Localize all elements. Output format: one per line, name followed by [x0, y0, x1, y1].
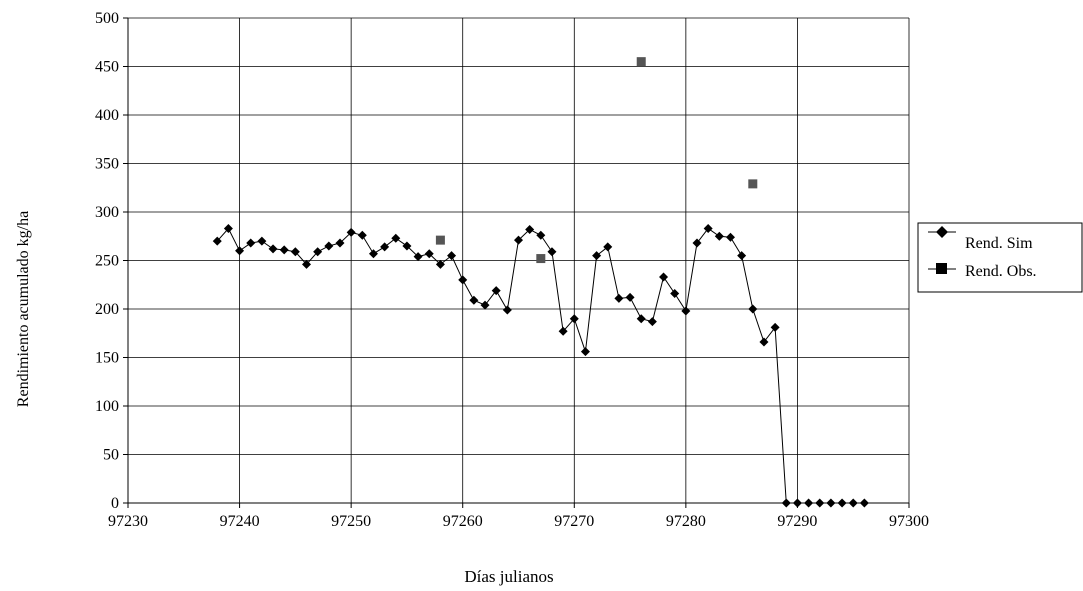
y-tick-label: 200: [95, 301, 119, 318]
data-point-rend-sim: [670, 288, 680, 298]
data-point-rend-sim: [792, 498, 802, 508]
data-point-rend-sim: [848, 498, 858, 508]
y-tick-label: 50: [103, 447, 119, 464]
data-point-rend-sim: [536, 230, 546, 240]
data-point-rend-sim: [558, 326, 568, 336]
data-point-rend-sim: [525, 224, 535, 234]
data-point-rend-sim: [804, 498, 814, 508]
data-point-rend-sim: [302, 259, 312, 269]
data-point-rend-sim: [659, 272, 669, 282]
series-layer: [212, 57, 869, 508]
y-tick-label: 350: [95, 156, 119, 173]
data-point-rend-sim: [703, 223, 713, 233]
data-point-rend-sim: [514, 235, 523, 245]
data-point-rend-sim: [837, 498, 847, 508]
x-tick-label: 97280: [666, 513, 706, 530]
data-point-rend-sim: [502, 305, 512, 315]
legend-marker-rend-sim: [936, 226, 948, 238]
legend: Rend. Sim Rend. Obs.: [917, 222, 1083, 293]
x-tick-label: 97290: [777, 513, 817, 530]
legend-marker-rend-obs: [936, 263, 947, 274]
data-point-rend-sim: [647, 317, 657, 327]
data-point-rend-sim: [424, 249, 434, 259]
y-tick-label: 500: [95, 10, 119, 27]
y-axis-label: Rendimiento acumulado kg/ha: [15, 211, 32, 407]
data-point-rend-sim: [491, 286, 501, 296]
data-point-rend-sim: [603, 242, 613, 252]
data-point-rend-sim: [748, 304, 758, 314]
data-point-rend-sim: [815, 498, 825, 508]
data-point-rend-obs: [636, 57, 646, 67]
x-tick-label: 97260: [443, 513, 483, 530]
data-point-rend-obs: [536, 254, 546, 264]
data-point-rend-sim: [223, 223, 233, 233]
data-point-rend-sim: [781, 498, 791, 508]
legend-label-rend-obs: Rend. Obs.: [965, 263, 1037, 280]
x-axis-label: Días julianos: [464, 567, 553, 586]
data-point-rend-sim: [357, 230, 367, 240]
data-point-rend-sim: [625, 292, 635, 302]
data-point-rend-sim: [580, 347, 590, 357]
data-point-rend-sim: [212, 236, 222, 246]
data-point-rend-sim: [435, 259, 445, 269]
data-point-rend-sim: [391, 233, 401, 243]
data-point-rend-sim: [569, 314, 579, 324]
series-1: [435, 57, 758, 264]
y-tick-label: 400: [95, 107, 119, 124]
data-point-rend-sim: [859, 498, 869, 508]
data-point-rend-sim: [480, 300, 490, 310]
data-point-rend-sim: [402, 241, 412, 251]
y-tick-label: 450: [95, 59, 119, 76]
grid: [128, 17, 910, 503]
y-tick-label: 0: [111, 495, 119, 512]
series-0: [212, 223, 869, 508]
y-axis-ticks: 0 50 100 150 200 250 300 350 400 450 500: [95, 10, 128, 512]
data-point-rend-sim: [737, 251, 747, 261]
data-point-rend-sim: [759, 337, 769, 347]
y-tick-label: 300: [95, 204, 119, 221]
data-point-rend-obs: [435, 235, 445, 245]
data-point-rend-sim: [346, 227, 356, 237]
y-tick-label: 150: [95, 350, 119, 367]
data-point-rend-sim: [290, 247, 300, 257]
y-tick-label: 250: [95, 253, 119, 270]
data-point-rend-sim: [246, 238, 256, 248]
data-point-rend-sim: [826, 498, 836, 508]
data-point-rend-sim: [413, 252, 423, 262]
x-tick-label: 97230: [108, 513, 148, 530]
data-point-rend-sim: [681, 306, 691, 316]
x-tick-label: 97240: [220, 513, 260, 530]
data-point-rend-sim: [335, 238, 345, 248]
data-point-rend-sim: [692, 238, 702, 248]
data-point-rend-sim: [380, 242, 390, 252]
data-point-rend-sim: [279, 245, 289, 255]
data-point-rend-sim: [257, 236, 267, 246]
data-point-rend-sim: [235, 246, 245, 256]
series-line-rend-sim: [216, 227, 865, 504]
data-point-rend-sim: [458, 275, 468, 285]
y-tick-label: 100: [95, 398, 119, 415]
data-point-rend-sim: [447, 251, 457, 261]
x-tick-label: 97250: [331, 513, 371, 530]
data-point-rend-obs: [748, 179, 758, 189]
data-point-rend-sim: [614, 293, 624, 303]
data-point-rend-sim: [770, 322, 780, 332]
data-point-rend-sim: [368, 249, 378, 259]
data-point-rend-sim: [725, 232, 735, 242]
data-point-rend-sim: [592, 251, 602, 261]
data-point-rend-sim: [268, 244, 278, 254]
data-point-rend-sim: [324, 241, 334, 251]
x-axis-ticks: 97230 97240 97250 97260 97270 97280 97290 97300: [108, 503, 929, 530]
x-tick-label: 97270: [554, 513, 594, 530]
data-point-rend-sim: [469, 295, 479, 305]
x-tick-label: 97300: [889, 513, 929, 530]
legend-label-rend-sim: Rend. Sim: [965, 235, 1033, 252]
data-point-rend-sim: [714, 231, 724, 241]
data-point-rend-sim: [313, 247, 323, 257]
data-point-rend-sim: [547, 247, 557, 257]
data-point-rend-sim: [636, 314, 646, 324]
